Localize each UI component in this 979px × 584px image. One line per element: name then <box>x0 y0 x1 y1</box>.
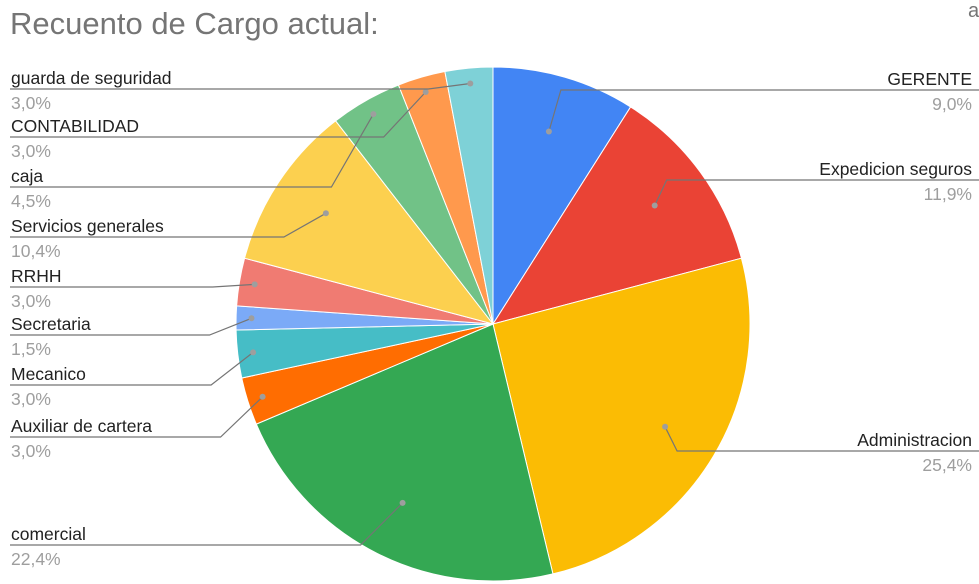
slice-percent-administracion: 25,4% <box>922 455 972 475</box>
pie-slice-gerente <box>492 66 632 326</box>
slice-percent-caja: 4,5% <box>11 191 51 211</box>
leader-dot-comercial <box>399 499 406 506</box>
slice-percent-rrhh: 3,0% <box>11 291 51 311</box>
slice-percent-contabilidad: 3,0% <box>11 141 51 161</box>
leader-lines <box>10 80 979 546</box>
slice-label-caja: caja <box>11 166 43 186</box>
leader-dot-secretaria <box>248 315 255 322</box>
leader-line-servicios-generales <box>10 212 327 238</box>
pie-slice-servicios-generales <box>243 120 495 325</box>
leader-dot-rrhh <box>251 281 258 288</box>
leader-line-auxiliar-de-cartera <box>10 396 264 438</box>
corner-mark: a <box>968 0 979 22</box>
slice-label-gerente: GERENTE <box>887 69 972 89</box>
slice-label-secretaria: Secretaria <box>11 314 91 334</box>
leader-line-administracion <box>664 426 979 452</box>
slice-label-contabilidad: CONTABILIDAD <box>11 116 139 136</box>
leader-dot-caja <box>370 111 377 118</box>
leader-dot-servicios-generales <box>322 210 329 217</box>
slice-percent-secretaria: 1,5% <box>11 339 51 359</box>
leader-line-expedicion-seguros <box>654 179 979 206</box>
leader-dot-mecanico <box>250 349 257 356</box>
leader-line-mecanico <box>10 351 254 386</box>
leader-line-rrhh <box>10 283 255 288</box>
pie-slice-comercial <box>255 323 554 582</box>
leader-line-comercial <box>10 502 404 546</box>
slice-label-rrhh: RRHH <box>11 266 62 286</box>
slice-percent-expedicion-seguros: 11,9% <box>924 184 972 204</box>
leader-dot-contabilidad <box>422 89 429 95</box>
pie-slices <box>235 66 751 582</box>
leader-dot-guarda-de-seguridad <box>467 80 474 87</box>
slice-percent-comercial: 22,4% <box>11 549 61 569</box>
slice-label-guarda-de-seguridad: guarda de seguridad <box>11 68 172 88</box>
pie-slice-guarda-de-seguridad <box>444 66 494 325</box>
slice-label-expedicion-seguros: Expedicion seguros <box>819 159 972 179</box>
slice-label-servicios-generales: Servicios generales <box>11 216 164 236</box>
leader-dot-gerente <box>545 128 552 135</box>
leader-dot-expedicion-seguros <box>651 202 658 209</box>
leader-dot-auxiliar-de-cartera <box>259 393 266 400</box>
pie-slice-expedicion-seguros <box>491 106 743 325</box>
pie-slice-administracion <box>492 257 751 575</box>
slice-labels: GERENTE 9,0% Expedicion seguros 11,9% Admini… <box>11 68 972 569</box>
leader-line-secretaria <box>10 317 252 336</box>
slice-label-administracion: Administracion <box>857 430 972 450</box>
leader-line-gerente <box>548 89 979 132</box>
slice-label-comercial: comercial <box>11 524 86 544</box>
chart-title: Recuento de Cargo actual: <box>10 6 379 41</box>
leader-line-caja <box>10 113 374 188</box>
slice-percent-servicios-generales: 10,4% <box>11 241 61 261</box>
leader-line-guarda-de-seguridad <box>10 82 471 90</box>
leader-line-contabilidad <box>10 91 427 138</box>
leader-dot-administracion <box>662 423 669 430</box>
slice-percent-mecanico: 3,0% <box>11 389 51 409</box>
slice-label-mecanico: Mecanico <box>11 364 86 384</box>
slice-label-auxiliar-de-cartera: Auxiliar de cartera <box>11 416 152 436</box>
slice-percent-guarda-de-seguridad: 3,0% <box>11 93 51 113</box>
slice-percent-gerente: 9,0% <box>932 94 972 114</box>
slice-percent-auxiliar-de-cartera: 3,0% <box>11 441 51 461</box>
